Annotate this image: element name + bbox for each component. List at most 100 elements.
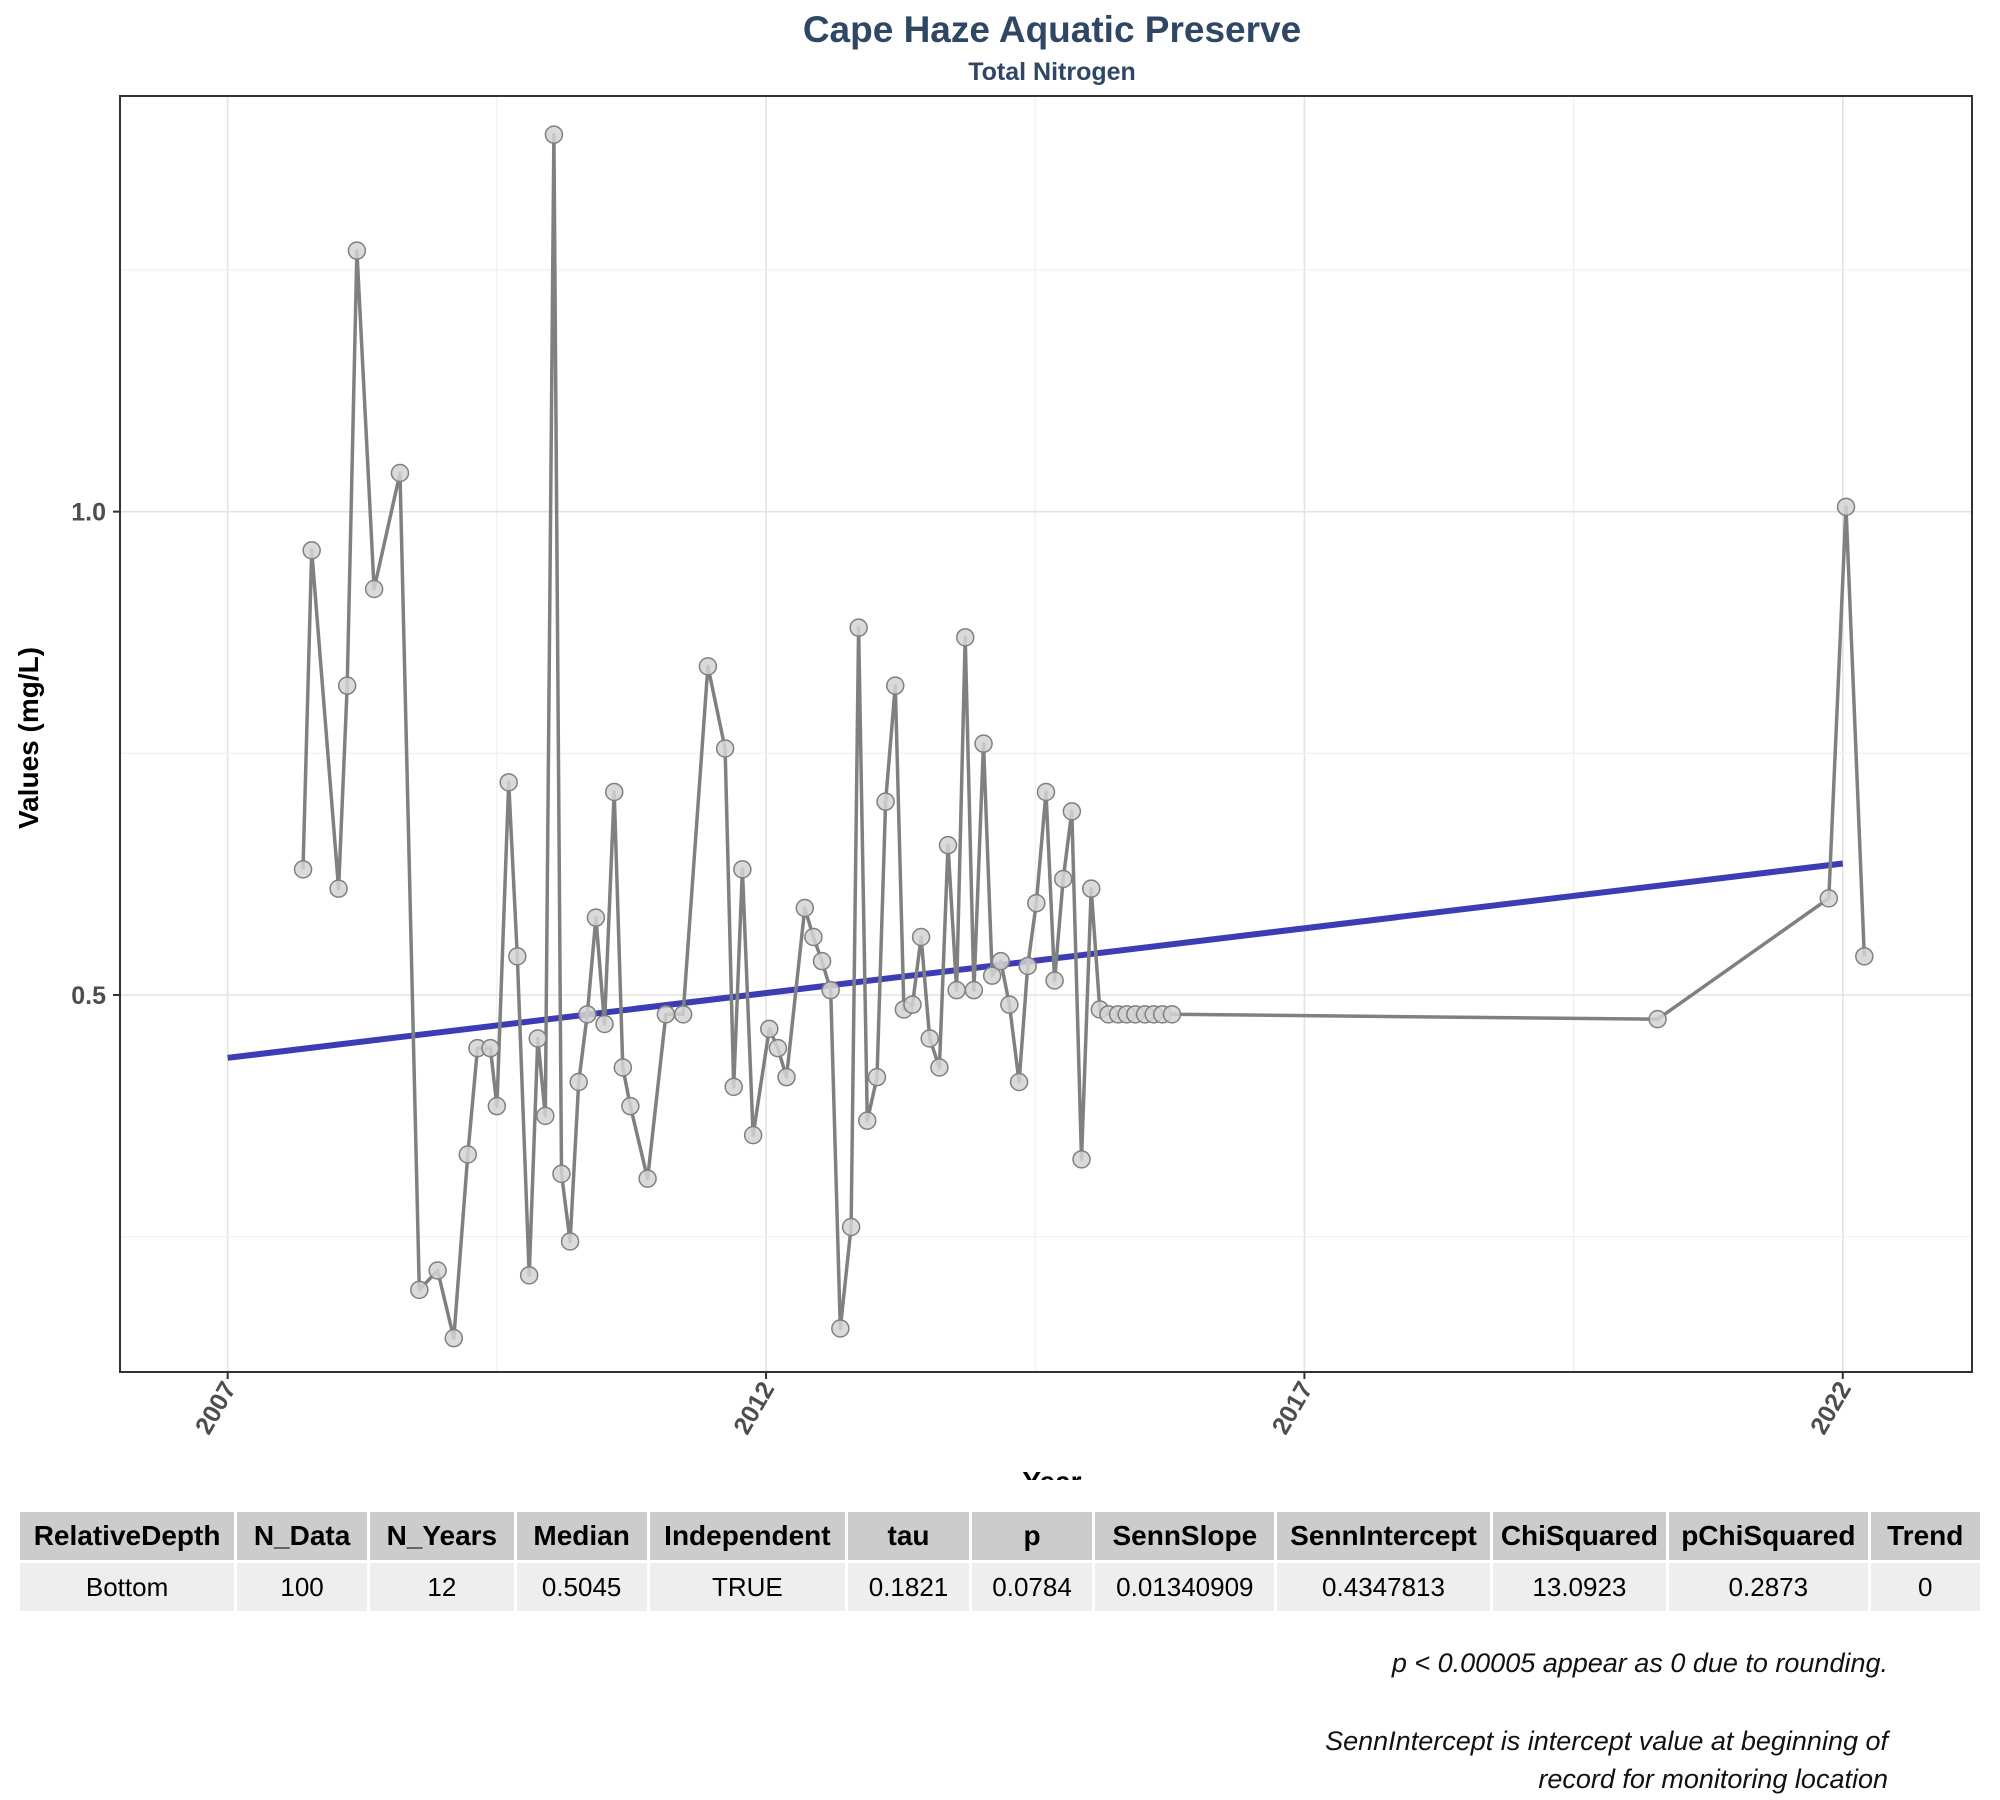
data-point: [508, 947, 527, 966]
footnote-rounding: p < 0.00005 appear as 0 due to rounding.: [1392, 1644, 1888, 1682]
table-header-cell: tau: [848, 1512, 969, 1560]
data-point: [458, 1145, 478, 1164]
data-point: [613, 1058, 633, 1077]
data-point: [673, 1005, 693, 1024]
data-point: [586, 908, 606, 927]
data-point: [1855, 947, 1874, 966]
data-point: [1009, 1072, 1029, 1092]
footnote-intercept: SennIntercept is intercept value at begi…: [1325, 1722, 1888, 1798]
y-tick-label: 1.0: [71, 499, 106, 527]
data-point: [743, 1125, 763, 1145]
x-tick-label: 2022: [1805, 1377, 1857, 1439]
data-point: [293, 860, 313, 879]
data-point: [1045, 971, 1064, 990]
data-point: [715, 739, 735, 758]
data-point: [390, 463, 410, 483]
data-point: [903, 995, 922, 1014]
data-point: [347, 241, 367, 260]
data-point: [560, 1232, 580, 1251]
data-point: [964, 980, 984, 1000]
data-point: [329, 879, 348, 898]
data-point: [724, 1077, 743, 1097]
data-point: [920, 1029, 939, 1048]
data-point: [974, 734, 993, 753]
table-cell: 12: [370, 1560, 514, 1611]
data-point: [831, 1319, 850, 1338]
table-cell: TRUE: [649, 1560, 846, 1611]
table-row: Bottom 100 12 0.5045 TRUE 0.1821 0.0784 0.01340…: [20, 1560, 1980, 1611]
data-point: [1081, 879, 1101, 898]
data-point: [955, 628, 975, 647]
data-point: [519, 1266, 539, 1285]
data-point: [821, 980, 840, 1000]
x-tick-label: 2017: [1267, 1377, 1319, 1439]
table-cell: 0.0784: [971, 1560, 1093, 1611]
table-cell: Bottom: [20, 1560, 235, 1611]
table-header-cell: SennSlope: [1095, 1512, 1275, 1560]
data-point: [1162, 1005, 1182, 1024]
table-cell: 0.2873: [1669, 1560, 1868, 1611]
data-point: [768, 1038, 788, 1058]
data-point: [578, 1005, 597, 1024]
chart-subtitle: Total Nitrogen: [968, 58, 1136, 86]
data-point: [867, 1067, 887, 1087]
plot-panel-border: [119, 95, 1973, 1373]
data-point: [947, 980, 966, 1000]
table-header-cell: Independent: [649, 1512, 846, 1560]
table-cell: 100: [237, 1560, 368, 1611]
x-tick-label: 2012: [728, 1377, 780, 1439]
data-point: [428, 1261, 447, 1280]
table-header-cell: p: [971, 1512, 1093, 1560]
data-point: [938, 835, 958, 855]
footnote-intercept-line1: SennIntercept is intercept value at begi…: [1325, 1726, 1888, 1756]
table-cell: 0.01340909: [1095, 1560, 1275, 1611]
table-header-cell: Median: [516, 1512, 647, 1560]
table-cell: 0: [1870, 1560, 1980, 1611]
data-point: [760, 1019, 779, 1039]
data-point: [991, 951, 1011, 971]
y-axis-ticks: 0.5 1.0: [71, 499, 120, 1010]
data-point: [656, 1005, 676, 1024]
data-point: [1027, 893, 1046, 913]
chart: Cape Haze Aquatic Preserve Total Nitroge…: [13, 9, 1973, 1480]
x-axis-label: Year: [1022, 1466, 1081, 1480]
table-cell: 13.0923: [1492, 1560, 1667, 1611]
data-point: [528, 1029, 548, 1048]
data-point: [364, 579, 384, 599]
x-tick-label: 2007: [190, 1377, 242, 1439]
data-point: [777, 1067, 796, 1087]
data-point: [621, 1096, 640, 1116]
data-point: [930, 1058, 949, 1077]
data-point: [444, 1328, 464, 1348]
table-cell: 0.4347813: [1277, 1560, 1490, 1611]
x-axis-ticks: 2007 2012 2017 2022: [190, 1372, 1857, 1439]
data-point: [1018, 956, 1037, 976]
data-point: [536, 1106, 555, 1126]
data-point: [1053, 869, 1073, 889]
table-header-cell: SennIntercept: [1277, 1512, 1490, 1560]
data-point: [569, 1072, 588, 1092]
data-point: [595, 1014, 614, 1034]
table-header-cell: N_Data: [237, 1512, 368, 1560]
table-header-row: RelativeDepth N_Data N_Years Median Independ…: [20, 1512, 1980, 1560]
data-point: [638, 1169, 657, 1188]
data-point: [499, 773, 518, 792]
chart-title: Cape Haze Aquatic Preserve: [803, 9, 1301, 50]
y-axis-label: Values (mg/L): [13, 647, 44, 829]
table-header-cell: pChiSquared: [1669, 1512, 1868, 1560]
data-point: [1819, 889, 1839, 908]
series-line: [301, 132, 1867, 1340]
table-header-cell: N_Years: [370, 1512, 514, 1560]
data-point: [858, 1111, 877, 1130]
footnote-intercept-line2: record for monitoring location: [1538, 1764, 1888, 1794]
data-point: [1036, 782, 1056, 802]
data-point: [982, 966, 1002, 985]
data-point: [410, 1280, 429, 1300]
data-point: [552, 1164, 571, 1184]
data-point: [544, 125, 564, 144]
data-point: [698, 657, 718, 676]
data-point: [804, 927, 823, 947]
data-point: [1062, 802, 1082, 821]
grid: [120, 96, 1972, 1372]
y-tick-label: 0.5: [71, 982, 106, 1010]
